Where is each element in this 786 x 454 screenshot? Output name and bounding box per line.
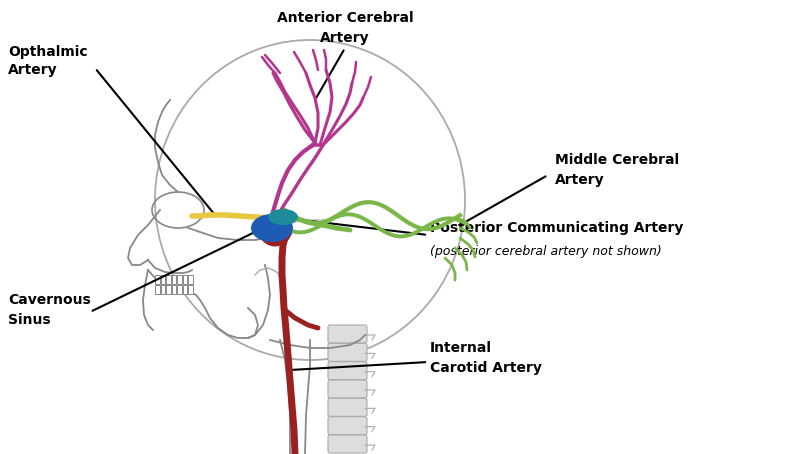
Text: Artery: Artery bbox=[320, 31, 369, 45]
FancyBboxPatch shape bbox=[328, 398, 367, 416]
Text: Artery: Artery bbox=[8, 63, 57, 77]
FancyBboxPatch shape bbox=[328, 325, 367, 343]
FancyBboxPatch shape bbox=[328, 435, 367, 453]
Bar bbox=[177, 275, 182, 284]
Bar bbox=[171, 285, 176, 294]
Ellipse shape bbox=[251, 214, 293, 242]
Bar bbox=[155, 275, 160, 284]
Text: (posterior cerebral artery not shown): (posterior cerebral artery not shown) bbox=[430, 246, 662, 258]
Text: Carotid Artery: Carotid Artery bbox=[430, 361, 542, 375]
Bar bbox=[166, 285, 171, 294]
Bar bbox=[160, 285, 165, 294]
Bar bbox=[182, 285, 187, 294]
Text: Posterior Communicating Artery: Posterior Communicating Artery bbox=[430, 221, 683, 235]
Text: Cavernous: Cavernous bbox=[8, 293, 90, 307]
Bar bbox=[177, 285, 182, 294]
Text: Opthalmic: Opthalmic bbox=[8, 45, 87, 59]
Ellipse shape bbox=[268, 209, 298, 225]
Bar bbox=[166, 275, 171, 284]
Bar bbox=[155, 285, 160, 294]
Text: Internal: Internal bbox=[430, 341, 492, 355]
Bar bbox=[182, 275, 187, 284]
FancyBboxPatch shape bbox=[328, 417, 367, 434]
Bar bbox=[171, 275, 176, 284]
Text: Artery: Artery bbox=[555, 173, 604, 187]
Bar bbox=[188, 275, 193, 284]
FancyBboxPatch shape bbox=[328, 362, 367, 380]
Bar bbox=[160, 275, 165, 284]
Bar bbox=[188, 285, 193, 294]
Text: Anterior Cerebral: Anterior Cerebral bbox=[277, 11, 413, 25]
FancyBboxPatch shape bbox=[328, 380, 367, 398]
FancyBboxPatch shape bbox=[328, 343, 367, 361]
Text: Middle Cerebral: Middle Cerebral bbox=[555, 153, 679, 167]
Text: Sinus: Sinus bbox=[8, 313, 50, 327]
